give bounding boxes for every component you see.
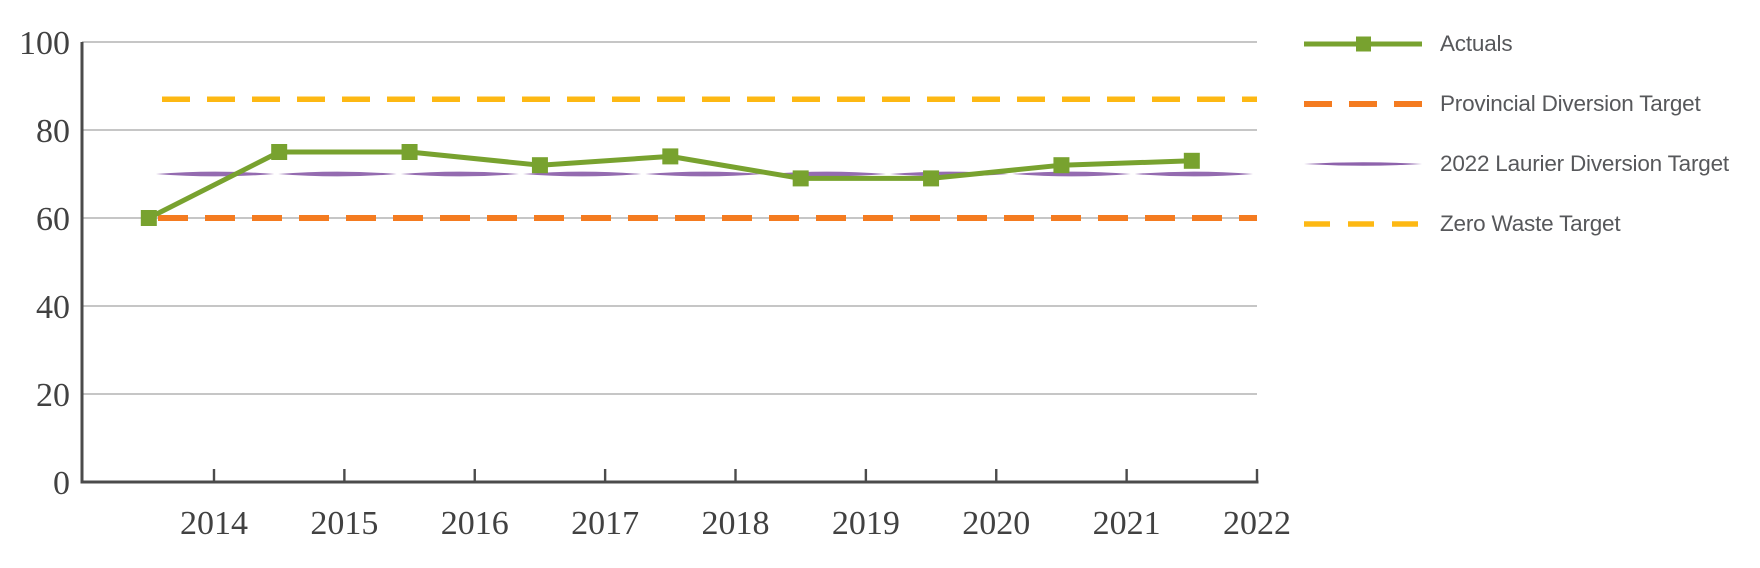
actuals-line-swatch-icon — [1304, 36, 1422, 52]
y-tick-label-80: 80 — [36, 113, 70, 150]
legend-item-zero-waste-target: Zero Waste Target — [1303, 211, 1729, 237]
actuals-point-2013.5 — [140, 210, 157, 226]
actuals-point-2015.5 — [401, 144, 418, 160]
legend-label-laurier-target: 2022 Laurier Diversion Target — [1440, 151, 1729, 176]
chart-legend: Actuals Provincial Diversion Target 2022… — [1303, 31, 1729, 271]
actuals-point-2018.5 — [792, 170, 809, 187]
actuals-point-2014.5 — [271, 144, 288, 160]
y-tick-label-20: 20 — [36, 377, 70, 414]
actuals-point-2017.5 — [662, 148, 679, 165]
x-tick-label-2022: 2022 — [1223, 505, 1291, 542]
y-tick-label-100: 100 — [19, 25, 70, 62]
x-tick-label-2016: 2016 — [441, 505, 509, 542]
y-tick-label-40: 40 — [36, 289, 70, 326]
zero-waste-dash-swatch-icon — [1304, 221, 1422, 227]
x-tick-label-2014: 2014 — [180, 505, 248, 542]
legend-label-zero-waste-target: Zero Waste Target — [1440, 211, 1621, 236]
y-tick-label-0: 0 — [53, 465, 70, 502]
laurier-diversion-target-line — [156, 171, 1253, 177]
legend-item-laurier-target: 2022 Laurier Diversion Target — [1303, 151, 1729, 177]
actuals-point-2019.5 — [923, 170, 940, 187]
x-tick-label-2018: 2018 — [702, 505, 770, 542]
actuals-point-2021.5 — [1183, 152, 1200, 169]
x-tick-label-2017: 2017 — [571, 505, 639, 542]
actuals-point-2016.5 — [531, 157, 548, 174]
x-tick-label-2015: 2015 — [310, 505, 378, 542]
legend-item-actuals: Actuals — [1303, 31, 1729, 57]
x-tick-label-2020: 2020 — [962, 505, 1030, 542]
legend-label-provincial-target: Provincial Diversion Target — [1440, 91, 1701, 116]
laurier-target-taper-swatch-icon — [1304, 162, 1422, 166]
x-tick-label-2021: 2021 — [1093, 505, 1161, 542]
legend-label-actuals: Actuals — [1440, 31, 1513, 56]
actuals-point-2020.5 — [1053, 157, 1070, 174]
x-tick-label-2019: 2019 — [832, 505, 900, 542]
y-tick-label-60: 60 — [36, 201, 70, 238]
provincial-target-dash-swatch-icon — [1304, 101, 1422, 107]
legend-item-provincial-target: Provincial Diversion Target — [1303, 91, 1729, 117]
